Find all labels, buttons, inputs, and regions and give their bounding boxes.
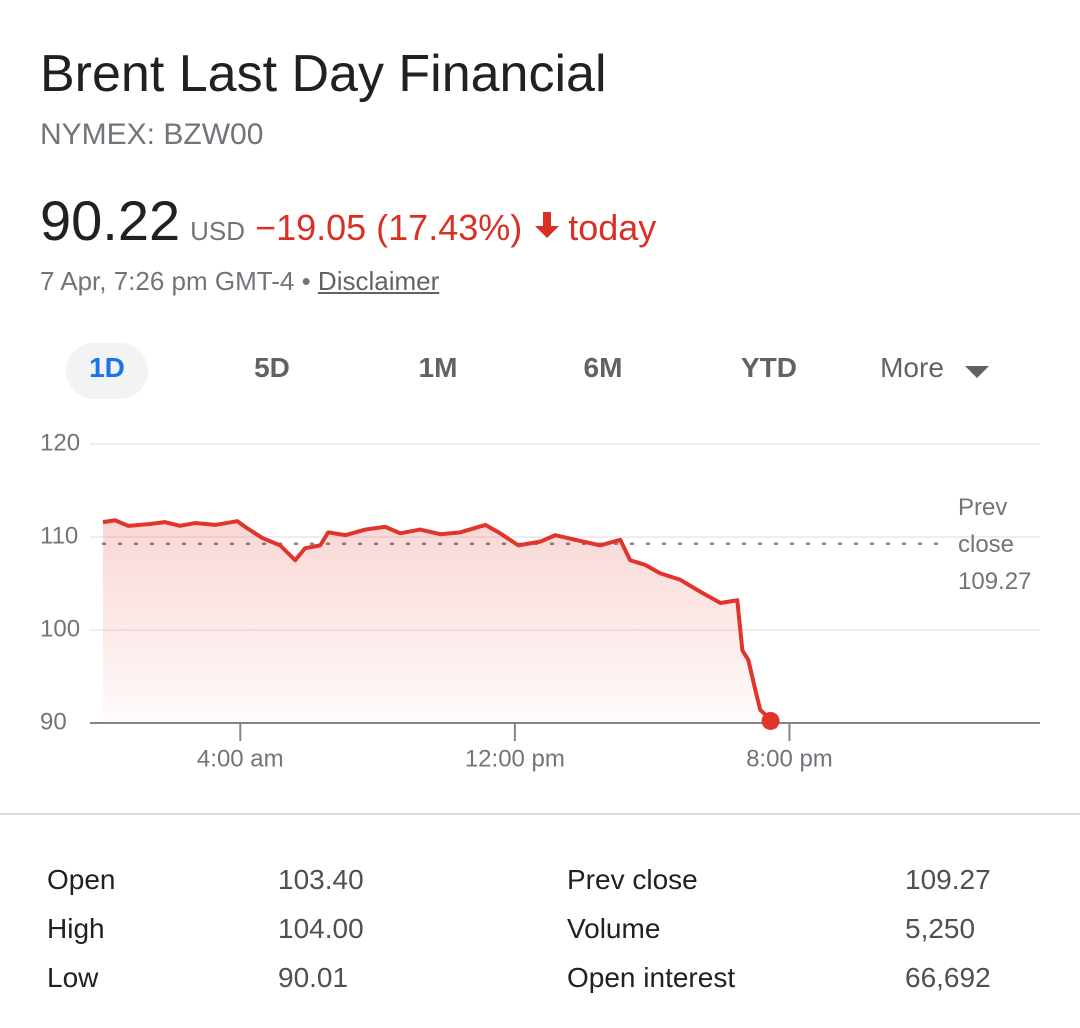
stat-label: Open interest <box>567 962 736 993</box>
y-tick-label: 90 <box>40 708 67 735</box>
stat-value: 90.01 <box>278 962 349 993</box>
area <box>103 520 771 723</box>
y-tick-label: 110 <box>40 522 78 549</box>
tab[interactable]: 1D <box>89 352 125 383</box>
selected-tab-bg <box>66 343 148 399</box>
title: Brent Last Day Financial <box>40 45 607 103</box>
date-line: 7 Apr, 7:26 pm GMT-4 • Disclaimer <box>40 266 439 297</box>
stat-value: 109.27 <box>905 864 991 895</box>
separator: • <box>301 266 311 296</box>
change-period: today <box>568 207 657 248</box>
down-arrow <box>535 212 560 238</box>
symbol: NYMEX: BZW00 <box>40 118 264 151</box>
last-point <box>761 711 780 730</box>
tab[interactable]: 1M <box>418 352 458 383</box>
tab-more[interactable]: More <box>880 352 944 383</box>
prev-close-value: 109.27 <box>958 568 1032 595</box>
x-tick-label: 8:00 pm <box>746 745 833 772</box>
disclaimer-link[interactable]: Disclaimer <box>317 266 440 296</box>
divider <box>0 813 1080 815</box>
change: −19.05 (17.43%) <box>255 207 523 248</box>
tab[interactable]: 6M <box>583 352 623 383</box>
stat-value: 103.40 <box>278 864 364 895</box>
stat-label: Prev close <box>567 864 698 895</box>
stat-label: High <box>47 913 105 944</box>
stat-value: 104.00 <box>278 913 364 944</box>
dropdown-icon[interactable] <box>964 364 990 380</box>
stat-label: Low <box>47 962 99 993</box>
price-line: 90.22 USD −19.05 (17.43%) today <box>40 188 656 253</box>
x-tick-label: 12:00 pm <box>465 745 565 772</box>
timestamp: 7 Apr, 7:26 pm GMT-4 <box>40 266 295 296</box>
stat-value: 5,250 <box>905 913 976 944</box>
chart: 90 100 110 120 4:00 am 12:00 pm 8:00 pm <box>40 429 1040 772</box>
prev-close-text: Prev close <box>958 494 1015 558</box>
stat-label: Open <box>47 864 116 895</box>
stat-value: 66,692 <box>905 962 991 993</box>
stat-label: Volume <box>567 913 661 944</box>
x-tick-label: 4:00 am <box>197 745 284 772</box>
y-tick-label: 100 <box>40 615 80 642</box>
prev-close-label: Prev close 109.27 <box>958 489 1038 600</box>
tab[interactable]: 5D <box>254 352 290 383</box>
y-tick-label: 120 <box>40 429 80 456</box>
currency: USD <box>190 216 246 246</box>
tab[interactable]: YTD <box>741 352 797 383</box>
line <box>102 518 773 723</box>
price: 90.22 <box>40 189 181 252</box>
